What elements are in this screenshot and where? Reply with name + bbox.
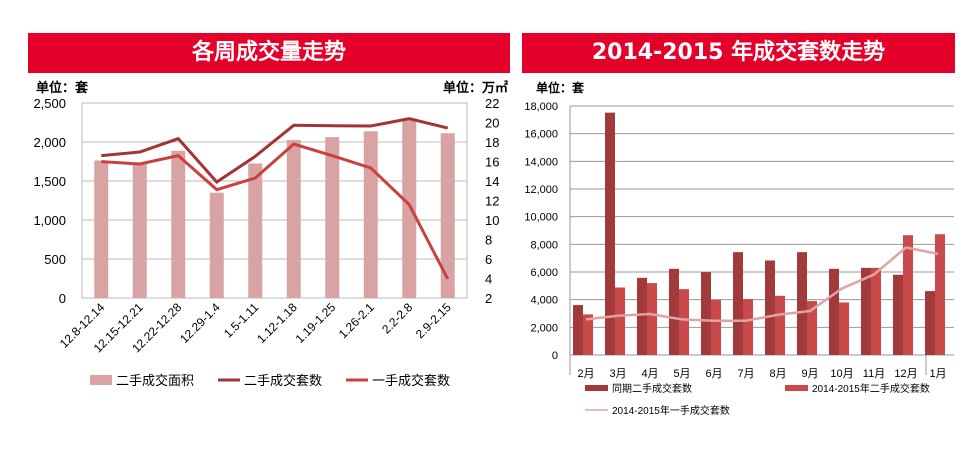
bar-二手成交面积 [132,163,147,298]
x-tick-label: 3月 [609,368,626,380]
legend-label: 2014-2015年一手成交套数 [612,404,730,417]
legend-label: 同期二手成交套数 [612,382,692,395]
x-tick-label: 12.29-1.4 [177,300,223,346]
right-chart-title: 2014-2015 年成交套数走势 [522,33,955,73]
bar-同期二手成交套数 [893,274,903,355]
bar-二手成交面积 [440,133,455,298]
x-tick-label: 11月 [863,368,885,380]
bar-2014-2015年二手成交套数 [903,235,913,355]
y-tick-label: 16,000 [524,129,558,141]
left-tick-label: 2,500 [33,96,66,111]
left-tick-label: 1,000 [33,213,66,228]
bar-二手成交面积 [402,118,417,298]
bar-2014-2015年二手成交套数 [615,287,625,355]
x-tick-label: 2月 [577,368,594,380]
bar-同期二手成交套数 [829,268,839,355]
bar-2014-2015年二手成交套数 [647,283,657,355]
right-tick-label: 18 [485,135,499,150]
bar-同期二手成交套数 [637,277,647,355]
bar-二手成交面积 [94,160,109,298]
legend-swatch-bar [585,385,608,391]
bar-同期二手成交套数 [669,268,679,355]
right-tick-label: 14 [485,174,499,189]
x-tick-label: 4月 [641,368,658,380]
bar-同期二手成交套数 [733,252,743,355]
legend-swatch-bar [785,385,808,391]
bar-2014-2015年二手成交套数 [807,301,817,355]
right-tick-label: 22 [485,96,499,111]
right-tick-label: 12 [485,194,499,209]
left-tick-label: 2,000 [33,135,66,150]
right-unit-label: 单位：万㎡ [443,80,508,95]
x-tick-label: 1.12-1.18 [254,300,300,346]
left-tick-label: 1,500 [33,174,66,189]
right-tick-label: 8 [485,233,492,248]
x-tick-label: 1月 [929,368,946,380]
x-tick-label: 1.26-2.1 [336,300,377,341]
bar-2014-2015年二手成交套数 [583,314,593,355]
bar-2014-2015年二手成交套数 [743,299,753,355]
right-tick-label: 4 [485,272,492,287]
left-tick-label: 0 [59,291,66,306]
y-tick-label: 18,000 [524,101,558,113]
x-tick-label: 1.19-1.25 [293,300,339,346]
x-tick-label: 12月 [894,368,917,380]
y-tick-label: 0 [552,350,558,362]
bar-同期二手成交套数 [701,272,711,355]
bar-二手成交面积 [171,150,186,298]
y-tick-label: 14,000 [524,156,558,168]
x-tick-label: 10月 [830,368,853,380]
bar-二手成交面积 [248,163,263,298]
bar-2014-2015年二手成交套数 [711,299,721,355]
line-一手成交套数 [101,142,450,280]
bar-同期二手成交套数 [861,267,871,355]
right-tick-label: 20 [485,116,499,131]
legend-label: 2014-2015年二手成交套数 [812,382,930,395]
bar-同期二手成交套数 [605,112,615,355]
line-二手成交套数 [101,117,449,184]
bar-2014-2015年二手成交套数 [839,302,849,355]
left-tick-label: 500 [44,252,66,267]
legend-label: 二手成交套数 [244,373,322,388]
legend-swatch-bar [90,375,112,385]
bar-2014-2015年二手成交套数 [679,289,689,355]
x-tick-label: 7月 [737,368,754,380]
legend-label: 一手成交套数 [372,373,450,388]
x-tick-label: 2.2-2.8 [379,300,416,337]
x-tick-label: 9月 [801,368,818,380]
bar-二手成交面积 [325,137,340,298]
right-tick-label: 6 [485,252,492,267]
left-chart-title: 各周成交量走势 [28,33,510,73]
unit-label: 单位：套 [536,80,585,95]
y-tick-label: 10,000 [524,212,558,224]
bar-2014-2015年二手成交套数 [871,267,881,355]
line-一手成交套数 [585,246,939,322]
y-tick-label: 2,000 [530,322,558,334]
right-tick-label: 16 [485,155,499,170]
bar-同期二手成交套数 [797,252,807,355]
y-tick-label: 8,000 [530,239,558,251]
y-tick-label: 6,000 [530,267,558,279]
bar-同期二手成交套数 [925,291,935,355]
bar-2014-2015年二手成交套数 [775,295,785,355]
bar-二手成交面积 [286,140,301,298]
x-tick-label: 5月 [673,368,690,380]
x-tick-label: 2.9-2.15 [413,300,454,341]
bar-2014-2015年二手成交套数 [935,234,945,355]
right-tick-label: 10 [485,213,499,228]
legend-label: 二手成交面积 [116,373,194,388]
bar-二手成交面积 [363,131,378,298]
left-unit-label: 单位：套 [36,80,89,95]
right-tick-label: 2 [485,291,492,306]
bar-二手成交面积 [209,192,224,298]
bar-同期二手成交套数 [765,260,775,355]
x-tick-label: 6月 [705,368,722,380]
bar-同期二手成交套数 [573,305,583,355]
y-tick-label: 4,000 [530,295,558,307]
y-tick-label: 12,000 [524,184,558,196]
x-tick-label: 8月 [769,368,786,380]
